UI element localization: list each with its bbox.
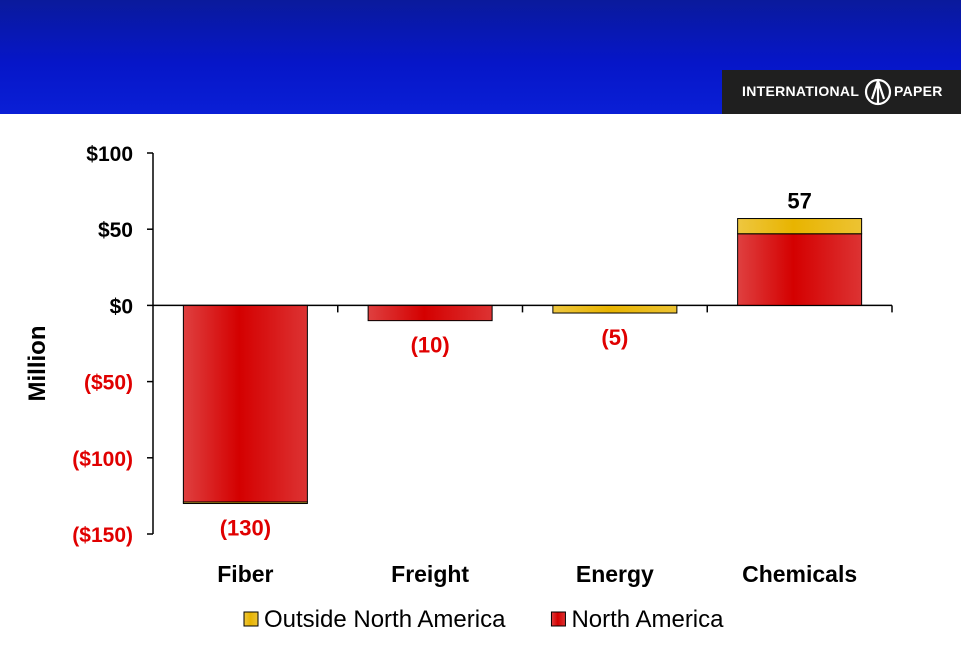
- chart-axes: $100 $50 $0 ($50) ($100) ($150) Million: [24, 143, 893, 547]
- x-category-label: Fiber: [217, 561, 273, 587]
- company-logo: INTERNATIONAL PAPER: [722, 70, 961, 114]
- y-tick-label: $0: [110, 295, 133, 318]
- data-label: (10): [411, 333, 450, 358]
- logo-text-paper: PAPER: [894, 83, 943, 99]
- legend-label: North America: [571, 606, 724, 633]
- y-tick-label: $50: [98, 219, 133, 242]
- tree-logo-icon: [864, 78, 892, 106]
- bar-outside-north-america: [552, 304, 678, 314]
- x-category-label: Freight: [391, 561, 469, 587]
- x-category-label: Chemicals: [742, 561, 857, 587]
- chart-labels: Fiber (130) Freight (10) Energy (5) Chemicals 5…: [217, 189, 857, 587]
- logo-text-international: INTERNATIONAL: [742, 83, 860, 99]
- bar-north-america: [737, 233, 863, 306]
- bar-outside-north-america: [737, 218, 863, 235]
- y-tick-label: ($150): [72, 524, 133, 547]
- bar-chart: $100 $50 $0 ($50) ($100) ($150) Million Fiber (…: [24, 143, 893, 633]
- y-tick-label: ($100): [72, 448, 133, 471]
- bar-north-america: [367, 304, 493, 322]
- legend-swatch: [550, 611, 566, 627]
- data-label: (5): [601, 325, 628, 350]
- y-axis-title: Million: [24, 326, 51, 402]
- data-label: (130): [220, 516, 271, 541]
- legend-label: Outside North America: [264, 606, 506, 633]
- legend-swatch: [243, 611, 259, 627]
- bar-north-america: [182, 304, 308, 503]
- chart-bars: [182, 218, 863, 505]
- y-tick-label: $100: [86, 143, 133, 166]
- x-category-label: Energy: [576, 561, 654, 587]
- data-label: 57: [787, 189, 811, 214]
- chart-legend: Outside North America North America: [243, 606, 724, 633]
- y-tick-label: ($50): [84, 372, 133, 395]
- bar-outside-north-america: [182, 501, 308, 505]
